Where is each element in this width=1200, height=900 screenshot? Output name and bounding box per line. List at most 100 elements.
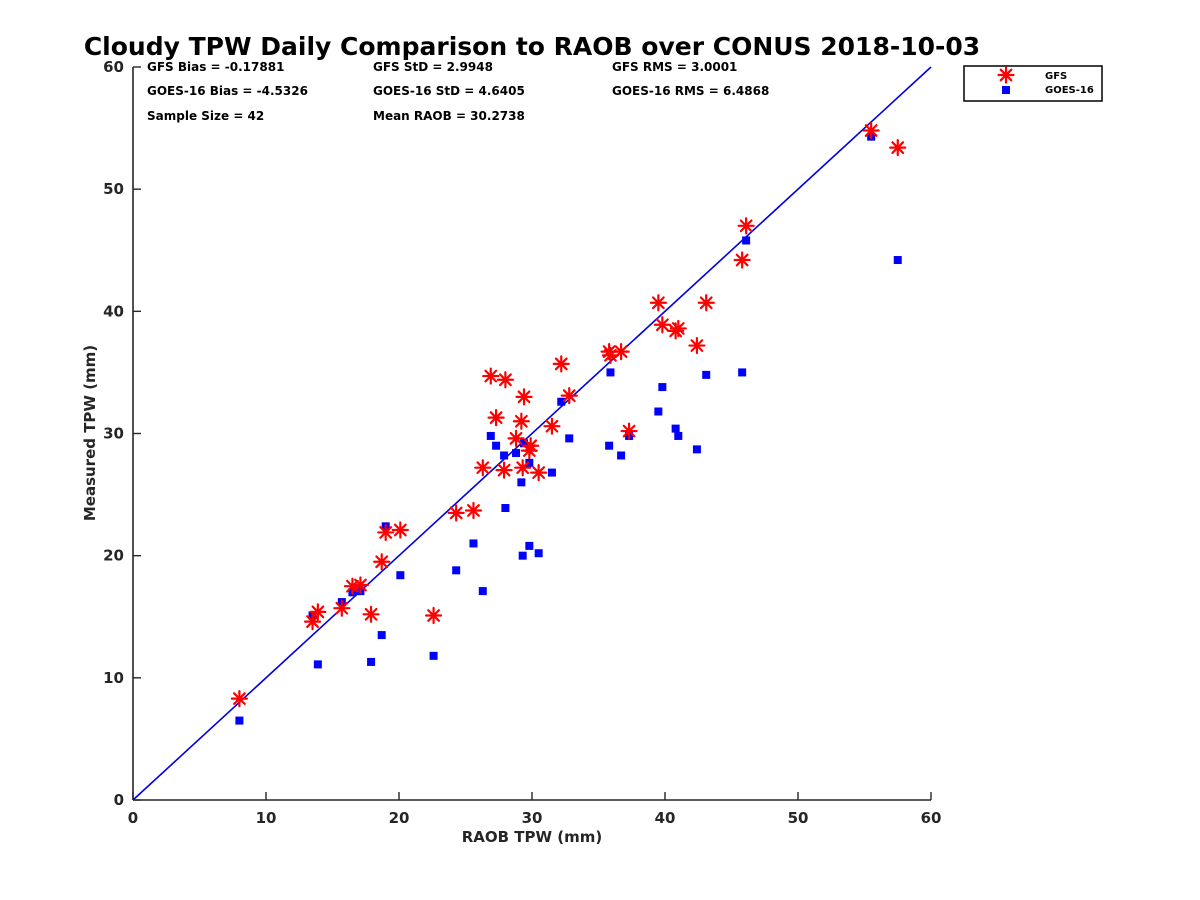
y-axis-label: Measured TPW (mm) <box>81 345 99 521</box>
goes16-point <box>500 451 509 460</box>
goes16-point <box>525 458 534 467</box>
y-tick-label: 40 <box>103 302 124 320</box>
x-tick-label: 30 <box>522 809 543 827</box>
reference-line-layer <box>132 66 932 801</box>
goes16-point <box>377 631 386 640</box>
goes16-point <box>518 551 527 560</box>
gfs-bias-text: GFS Bias = -0.17881 <box>147 60 284 74</box>
y-tick-label: 10 <box>103 669 124 687</box>
goes16-point <box>469 539 478 548</box>
gfs-point <box>543 417 561 435</box>
one-to-one-line <box>132 66 932 801</box>
gfs-point <box>230 690 248 708</box>
x-tick-label: 50 <box>788 809 809 827</box>
gfs-point <box>862 121 880 140</box>
legend-goes-marker <box>1002 86 1010 94</box>
goes16-point <box>557 397 566 406</box>
gfs-point <box>377 523 395 542</box>
legend-goes-square <box>1002 86 1010 94</box>
gfs-point <box>496 371 515 389</box>
goes16-point <box>452 566 461 575</box>
goes16-point <box>367 657 376 666</box>
axes: 0 10 20 30 40 50 60 0 10 20 30 40 50 60 <box>103 58 941 827</box>
goes16-point <box>617 451 626 460</box>
mean-raob-text: Mean RAOB = 30.2738 <box>373 109 525 123</box>
gfs-point <box>487 409 505 427</box>
x-tick-label: 20 <box>389 809 410 827</box>
y-tick-label: 50 <box>103 180 124 198</box>
gfs-point <box>482 367 500 385</box>
gfs-point <box>697 294 715 312</box>
x-tick-label: 40 <box>655 809 676 827</box>
goes16-point <box>565 434 574 443</box>
legend-box <box>963 65 1103 102</box>
goes16-point <box>501 504 510 513</box>
goes16-point <box>486 431 495 440</box>
goes16-point <box>235 716 244 725</box>
goes-rms-text: GOES-16 RMS = 6.4868 <box>612 84 769 98</box>
gfs-point <box>515 388 533 406</box>
gfs-point <box>391 521 409 539</box>
goes16-point <box>605 441 614 450</box>
gfs-point <box>495 461 513 479</box>
legend: GFS GOES-16 <box>963 65 1103 102</box>
gfs-point <box>601 346 620 364</box>
goes16-point <box>654 407 663 416</box>
gfs-point <box>620 422 638 440</box>
goes16-point <box>525 541 534 550</box>
gfs-point <box>737 217 755 235</box>
gfs-point <box>351 576 370 594</box>
goes16-point <box>512 449 521 458</box>
goes16-point <box>702 370 711 379</box>
gfs-point <box>309 603 327 621</box>
sample-size-text: Sample Size = 42 <box>147 109 264 123</box>
goes16-point <box>547 468 556 477</box>
gfs-point <box>522 437 540 455</box>
gfs-point <box>424 606 443 625</box>
goes16-point <box>606 368 615 377</box>
gfs-point <box>552 355 570 373</box>
goes16-point <box>738 368 747 377</box>
y-tick-label: 0 <box>114 791 124 809</box>
chart-title: Cloudy TPW Daily Comparison to RAOB over… <box>84 32 980 61</box>
gfs-point <box>612 343 630 361</box>
goes16-point <box>492 441 501 450</box>
goes16-point <box>692 445 701 454</box>
statistics-block: GFS Bias = -0.17881 GFS StD = 2.9948 GFS… <box>147 60 769 123</box>
goes16-point <box>658 383 667 392</box>
goes16-point <box>313 660 322 669</box>
gfs-point <box>474 459 492 477</box>
gfs-point <box>333 599 351 617</box>
y-tick-label: 30 <box>103 425 124 443</box>
gfs-point <box>514 459 532 477</box>
goes16-point <box>674 431 683 440</box>
gfs-point <box>373 553 391 571</box>
goes16-point <box>517 478 526 487</box>
y-tick-label: 20 <box>103 547 124 565</box>
legend-gfs-label: GFS <box>1045 71 1067 82</box>
goes16-point <box>534 549 543 558</box>
gfs-point <box>669 319 687 338</box>
gfs-point <box>560 387 578 405</box>
legend-gfs-marker <box>997 66 1015 84</box>
gfs-point <box>653 316 671 334</box>
goes-std-text: GOES-16 StD = 4.6405 <box>373 84 525 98</box>
gfs-point <box>530 463 548 482</box>
y-tick-label: 60 <box>103 58 124 76</box>
gfs-point <box>688 336 706 355</box>
gfs-point <box>733 251 751 269</box>
gfs-point <box>447 504 465 522</box>
x-tick-label: 0 <box>128 809 138 827</box>
goes16-point <box>478 587 487 596</box>
gfs-point <box>362 605 380 623</box>
goes16-point <box>429 651 438 660</box>
gfs-std-text: GFS StD = 2.9948 <box>373 60 493 74</box>
goes16-point <box>893 256 902 265</box>
gfs-point <box>649 294 667 312</box>
legend-gfs-asterisk <box>997 66 1015 84</box>
goes16-point <box>520 439 529 448</box>
x-tick-label: 10 <box>256 809 277 827</box>
x-tick-label: 60 <box>921 809 942 827</box>
